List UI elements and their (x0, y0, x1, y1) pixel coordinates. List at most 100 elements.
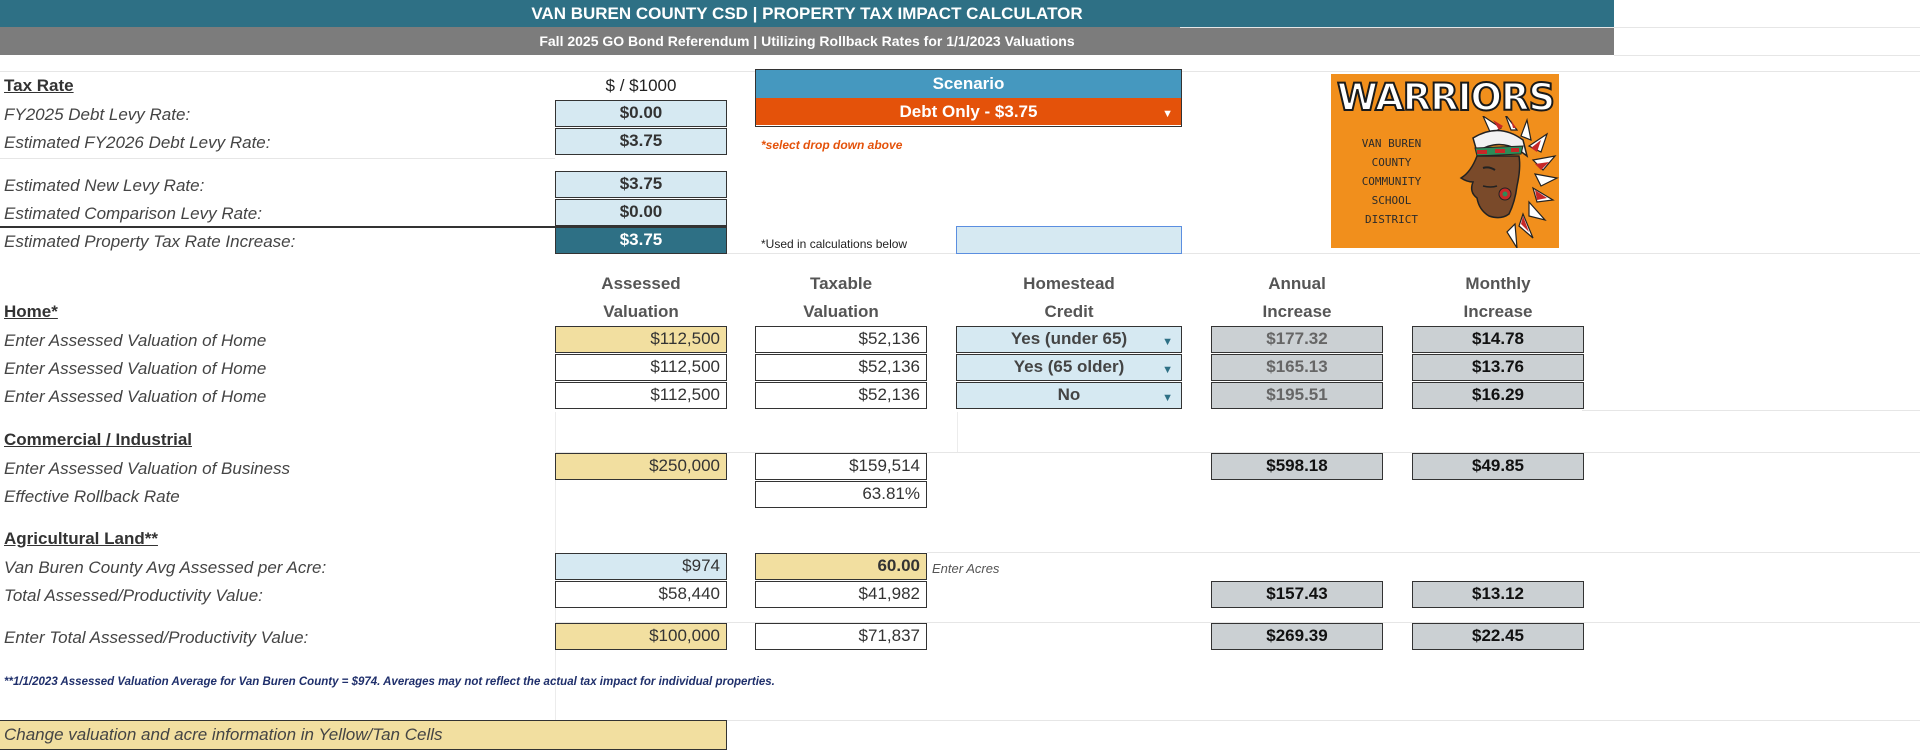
homestead-credit-selected: No (1057, 385, 1081, 404)
homestead-header-1: Homestead (1023, 274, 1115, 293)
ag-total-annual: $157.43 (1211, 581, 1383, 608)
fy2025-levy-label: FY2025 Debt Levy Rate: (4, 105, 191, 124)
scenario-dropdown[interactable]: Debt Only - $3.75 ▼ (756, 98, 1181, 125)
grid-line (1180, 27, 1920, 28)
ag-enter-taxable: $71,837 (755, 623, 927, 650)
fy2026-levy-value: $3.75 (555, 128, 727, 155)
home-row-label: Enter Assessed Valuation of Home (4, 331, 267, 350)
ag-enter-annual: $269.39 (1211, 623, 1383, 650)
ag-acres-input[interactable]: 60.00 (755, 553, 927, 580)
warriors-logo: WARRIORS VAN BUREN COUNTY COMMUNITY SCHO… (1331, 74, 1559, 248)
business-assessed-input[interactable]: $250,000 (555, 453, 727, 480)
ag-avg-label: Van Buren County Avg Assessed per Acre: (4, 558, 327, 577)
commercial-section-label: Commercial / Industrial (4, 430, 192, 449)
monthly-header-2: Increase (1463, 302, 1533, 321)
scenario-hint: *select drop down above (761, 138, 903, 152)
footnote: **1/1/2023 Assessed Valuation Average fo… (4, 676, 775, 688)
home-annual-increase: $177.32 (1211, 326, 1383, 353)
new-levy-label: Estimated New Levy Rate: (4, 176, 205, 195)
grid-line (1614, 55, 1920, 56)
rollback-rate-value: 63.81% (755, 481, 927, 508)
ag-enter-monthly: $22.45 (1412, 623, 1584, 650)
business-annual-increase: $598.18 (1211, 453, 1383, 480)
logo-line: DISTRICT (1365, 213, 1418, 226)
chevron-down-icon[interactable]: ▼ (1162, 364, 1173, 376)
divider (0, 226, 727, 228)
home-monthly-increase: $13.76 (1412, 354, 1584, 381)
rate-increase-value: $3.75 (555, 227, 727, 254)
homestead-credit-dropdown[interactable]: Yes (under 65) ▼ (956, 326, 1182, 353)
tax-rate-section-label: Tax Rate (4, 76, 74, 95)
scenario-box: Scenario Debt Only - $3.75 ▼ (755, 69, 1182, 127)
blank-input-cell (956, 226, 1182, 254)
chevron-down-icon[interactable]: ▼ (1162, 392, 1173, 404)
business-monthly-increase: $49.85 (1412, 453, 1584, 480)
annual-header-1: Annual (1268, 274, 1326, 293)
taxable-header-1: Taxable (809, 274, 873, 293)
scenario-selected: Debt Only - $3.75 (899, 102, 1038, 121)
chevron-down-icon[interactable]: ▼ (1162, 108, 1173, 120)
ag-total-monthly: $13.12 (1412, 581, 1584, 608)
ag-section-label: Agricultural Land** (4, 529, 158, 548)
comparison-levy-label: Estimated Comparison Levy Rate: (4, 204, 262, 223)
business-taxable-value: $159,514 (755, 453, 927, 480)
home-monthly-increase: $14.78 (1412, 326, 1584, 353)
new-levy-value: $3.75 (555, 171, 727, 198)
home-taxable-value: $52,136 (755, 326, 927, 353)
page-title: VAN BUREN COUNTY CSD | PROPERTY TAX IMPA… (0, 0, 1614, 27)
ag-total-taxable: $41,982 (755, 581, 927, 608)
fy2025-levy-value: $0.00 (555, 100, 727, 127)
chevron-down-icon[interactable]: ▼ (1162, 336, 1173, 348)
grid-line (957, 412, 958, 452)
ag-total-label: Total Assessed/Productivity Value: (4, 586, 263, 605)
rate-increase-label: Estimated Property Tax Rate Increase: (4, 232, 296, 251)
grid-line (727, 253, 1920, 254)
rollback-rate-label: Effective Rollback Rate (4, 487, 180, 506)
logo-district-text: VAN BUREN COUNTY COMMUNITY SCHOOL DISTRI… (1339, 134, 1444, 229)
enter-acres-hint: Enter Acres (932, 561, 1000, 576)
home-row-label: Enter Assessed Valuation of Home (4, 387, 267, 406)
logo-line: COUNTY (1371, 156, 1412, 169)
ag-enter-label: Enter Total Assessed/Productivity Value: (4, 628, 309, 647)
home-assessed-input[interactable]: $112,500 (555, 326, 727, 353)
tax-rate-unit-header: $ / $1000 (605, 76, 677, 95)
logo-line: SCHOOL (1371, 194, 1412, 207)
business-valuation-label: Enter Assessed Valuation of Business (4, 459, 291, 478)
annual-header-2: Increase (1262, 302, 1332, 321)
grid-line (555, 452, 1920, 453)
instruction-banner: Change valuation and acre information in… (0, 720, 727, 750)
homestead-credit-dropdown[interactable]: Yes (65 older) ▼ (956, 354, 1182, 381)
home-annual-increase: $195.51 (1211, 382, 1383, 409)
logo-wordmark: WARRIORS (1336, 75, 1556, 120)
home-row-label: Enter Assessed Valuation of Home (4, 359, 267, 378)
fy2026-levy-label: Estimated FY2026 Debt Levy Rate: (4, 133, 271, 152)
home-assessed-input[interactable]: $112,500 (555, 382, 727, 409)
logo-line: COMMUNITY (1361, 175, 1422, 188)
home-taxable-value: $52,136 (755, 382, 927, 409)
home-assessed-input[interactable]: $112,500 (555, 354, 727, 381)
assessed-header-2: Valuation (603, 302, 679, 321)
grid-line (0, 158, 555, 159)
used-in-calculations-note: *Used in calculations below (761, 237, 908, 251)
grid-line (927, 552, 1920, 553)
monthly-header-1: Monthly (1465, 274, 1531, 293)
grid-line (555, 622, 1920, 623)
home-monthly-increase: $16.29 (1412, 382, 1584, 409)
assessed-header-1: Assessed (601, 274, 681, 293)
comparison-levy-value: $0.00 (555, 199, 727, 226)
page-subtitle: Fall 2025 GO Bond Referendum | Utilizing… (0, 27, 1614, 55)
ag-enter-assessed-input[interactable]: $100,000 (555, 623, 727, 650)
ag-avg-per-acre: $974 (555, 553, 727, 580)
chief-headdress-icon (1459, 116, 1559, 248)
homestead-header-2: Credit (1044, 302, 1094, 321)
grid-line (1582, 410, 1920, 411)
homestead-credit-selected: Yes (under 65) (1010, 329, 1128, 348)
home-section-label: Home* (4, 302, 58, 321)
grid-line (727, 720, 1920, 721)
home-annual-increase: $165.13 (1211, 354, 1383, 381)
logo-line: VAN BUREN (1361, 137, 1422, 150)
homestead-credit-dropdown[interactable]: No ▼ (956, 382, 1182, 409)
ag-total-assessed: $58,440 (555, 581, 727, 608)
home-taxable-value: $52,136 (755, 354, 927, 381)
scenario-header: Scenario (756, 70, 1181, 98)
